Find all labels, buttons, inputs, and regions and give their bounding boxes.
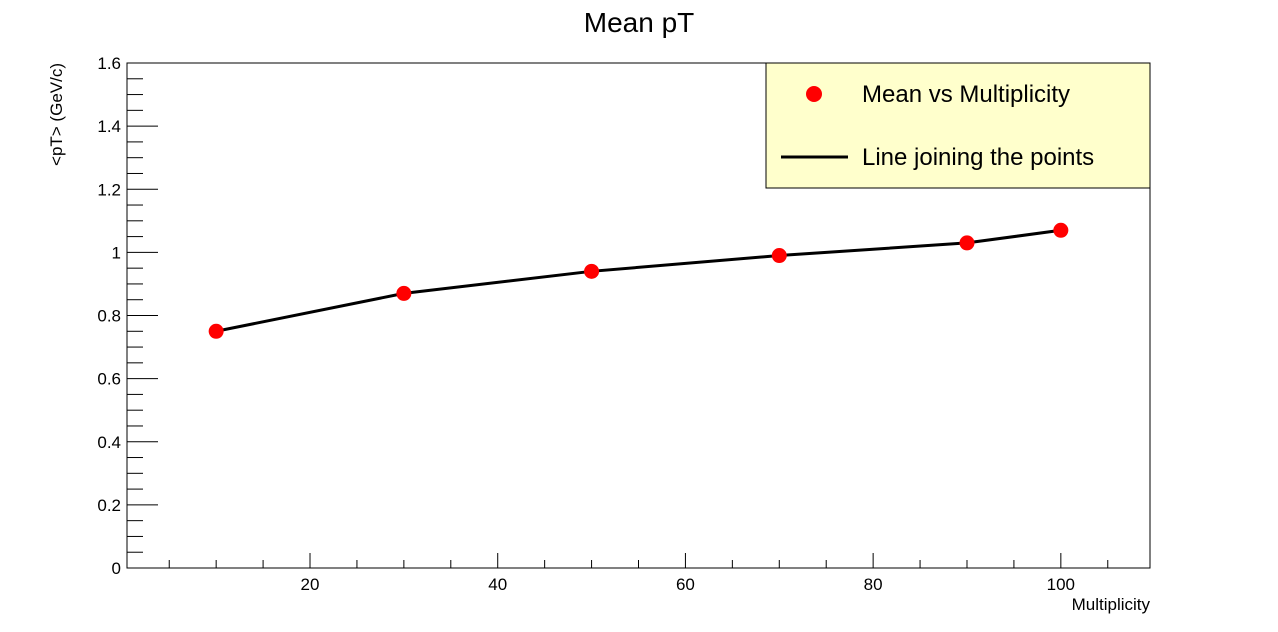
data-point (771, 248, 787, 264)
y-tick-label: 1.6 (97, 54, 121, 73)
legend-box (765, 62, 1151, 189)
legend-label-series: Mean vs Multiplicity (862, 81, 1070, 108)
y-axis-label: <pT> (GeV/c) (47, 63, 66, 166)
x-axis: 20 40 60 80 100 (168, 553, 1109, 594)
legend: Mean vs Multiplicity Line joining the po… (765, 62, 1151, 189)
x-tick-label: 20 (301, 575, 320, 594)
data-point (396, 285, 412, 301)
y-tick-label: 1.4 (97, 117, 121, 136)
x-tick-label: 80 (864, 575, 883, 594)
series-line (215, 228, 1062, 333)
x-axis-label: Multiplicity (1072, 595, 1151, 614)
x-tick-label: 100 (1047, 575, 1075, 594)
data-point (1053, 222, 1069, 238)
y-tick-label: 0.4 (97, 433, 121, 452)
legend-marker-icon (806, 86, 822, 102)
y-tick-label: 0.6 (97, 370, 121, 389)
y-tick-label: 0 (112, 559, 121, 578)
x-tick-label: 60 (676, 575, 695, 594)
y-tick-label: 1 (112, 243, 121, 262)
x-tick-label: 40 (488, 575, 507, 594)
y-tick-label: 1.2 (97, 180, 121, 199)
chart-title: Mean pT (584, 7, 695, 38)
series-layer (208, 222, 1069, 339)
data-point (208, 323, 224, 339)
legend-label-line: Line joining the points (862, 144, 1094, 171)
y-tick-label: 0.2 (97, 496, 121, 515)
data-point (959, 235, 975, 251)
y-axis: 0 0.2 0.4 0.6 0.8 1 1.2 1.4 1.6 (97, 54, 158, 578)
data-point (584, 263, 600, 279)
y-tick-label: 0.8 (97, 307, 121, 326)
